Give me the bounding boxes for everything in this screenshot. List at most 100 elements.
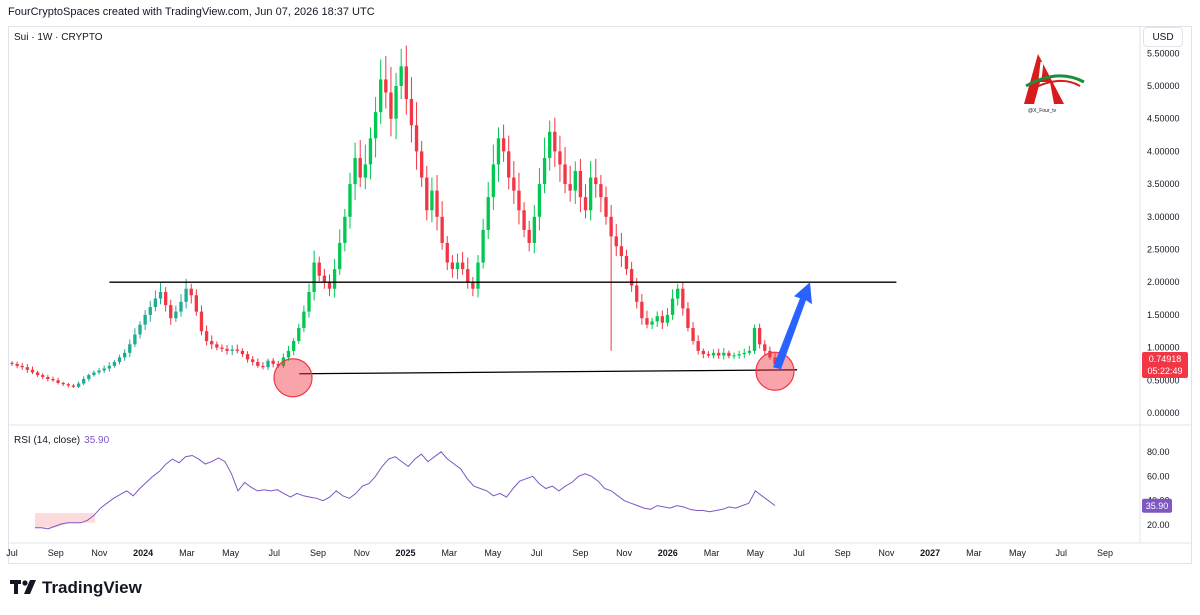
- support-line: [299, 369, 798, 375]
- candle-body: [46, 377, 50, 379]
- time-tick-label: May: [484, 548, 502, 558]
- candle-body: [368, 138, 373, 165]
- rsi-label: RSI (14, close): [14, 435, 81, 446]
- candle-body: [665, 314, 670, 323]
- candle-body: [629, 269, 634, 286]
- candle-body: [435, 190, 439, 217]
- rsi-line: [35, 451, 776, 530]
- time-tick-label: Sep: [310, 548, 326, 558]
- candle-body: [394, 85, 398, 119]
- price-tag-value: 0.74918: [1149, 354, 1182, 364]
- candle-body: [251, 359, 255, 362]
- candle-body: [30, 369, 35, 373]
- candle-body: [445, 242, 449, 263]
- candle-body: [169, 305, 173, 319]
- candle-body: [655, 316, 659, 322]
- time-tick-label: Jul: [6, 548, 18, 558]
- time-tick-label: Jul: [793, 548, 805, 558]
- candle-body: [722, 352, 726, 356]
- candle-body: [15, 363, 19, 366]
- candle-body: [553, 131, 557, 152]
- candle-body: [210, 341, 214, 345]
- time-tick-label: Mar: [704, 548, 720, 558]
- candle-body: [548, 131, 552, 158]
- candle-body: [594, 177, 598, 185]
- candle-body: [588, 177, 593, 211]
- candle-body: [66, 384, 70, 386]
- price-tick-label: 5.00000: [1147, 81, 1180, 91]
- candle-body: [496, 138, 501, 165]
- time-tick-label: Nov: [91, 548, 108, 558]
- candle-body: [773, 357, 777, 364]
- rsi-tick-label: 60.00: [1147, 471, 1170, 481]
- candle-body: [768, 350, 772, 358]
- candle-body: [455, 262, 460, 270]
- candle-body: [763, 344, 767, 351]
- price-tick-label: 2.50000: [1147, 244, 1180, 254]
- candle-body: [558, 151, 562, 165]
- time-tick-label: 2027: [920, 548, 940, 558]
- candle-body: [507, 151, 511, 178]
- tradingview-logo[interactable]: TradingView: [10, 578, 142, 598]
- currency-button[interactable]: USD: [1143, 27, 1183, 47]
- candle-body: [266, 360, 270, 368]
- candle-body: [476, 262, 480, 289]
- candle-body: [327, 282, 332, 289]
- candle-body: [681, 288, 685, 309]
- tradingview-wordmark: TradingView: [42, 578, 142, 597]
- candle-body: [312, 262, 316, 292]
- time-tick-label: Nov: [354, 548, 371, 558]
- candle-body: [532, 216, 536, 243]
- time-tick-label: 2025: [395, 548, 415, 558]
- candle-body: [379, 79, 383, 113]
- rsi-legend[interactable]: RSI (14, close) 35.90: [14, 435, 109, 446]
- time-tick-label: Jul: [269, 548, 281, 558]
- candle-body: [338, 242, 342, 270]
- candle-body: [640, 301, 644, 319]
- time-tick-label: 2024: [133, 548, 153, 558]
- price-tick-label: 0.00000: [1147, 408, 1180, 418]
- candle-body: [184, 288, 188, 302]
- candle-body: [163, 292, 168, 306]
- price-tick-label: 4.50000: [1147, 114, 1180, 124]
- candle-body: [481, 229, 485, 263]
- price-tick-label: 0.50000: [1147, 375, 1180, 385]
- time-tick-label: 2026: [658, 548, 678, 558]
- candle-body: [670, 298, 675, 315]
- candle-body: [148, 307, 152, 315]
- candle-body: [732, 355, 736, 357]
- time-tick-label: Sep: [48, 548, 64, 558]
- candle-body: [143, 314, 147, 325]
- time-tick-label: May: [1009, 548, 1027, 558]
- rsi-value: 35.90: [84, 435, 110, 446]
- candle-body: [138, 324, 142, 335]
- time-tick-label: Nov: [616, 548, 633, 558]
- candle-body: [174, 311, 178, 319]
- candle-body: [512, 177, 516, 191]
- candle-body: [204, 331, 209, 342]
- candle-body: [466, 269, 470, 283]
- candle-body: [332, 269, 337, 289]
- price-tag-box: [1142, 351, 1188, 378]
- candle-body: [409, 99, 414, 126]
- time-tick-label: May: [747, 548, 765, 558]
- price-tick-label: 1.00000: [1147, 343, 1180, 353]
- time-tick-label: Sep: [1097, 548, 1113, 558]
- candle-body: [102, 368, 106, 371]
- candle-body: [302, 311, 306, 328]
- candle-body: [742, 352, 746, 355]
- candle-body: [599, 184, 603, 198]
- candle-body: [414, 125, 419, 152]
- candle-body: [297, 327, 301, 342]
- candle-body: [97, 370, 101, 373]
- symbol-label[interactable]: Sui · 1W · CRYPTO: [14, 32, 103, 43]
- candle-body: [537, 184, 542, 217]
- candle-body: [215, 344, 219, 348]
- candle-body: [614, 236, 618, 247]
- candle-body: [645, 318, 649, 325]
- candle-body: [307, 292, 311, 312]
- candle-body: [650, 321, 654, 325]
- chart-frame: [8, 26, 1192, 564]
- candle-body: [56, 380, 60, 383]
